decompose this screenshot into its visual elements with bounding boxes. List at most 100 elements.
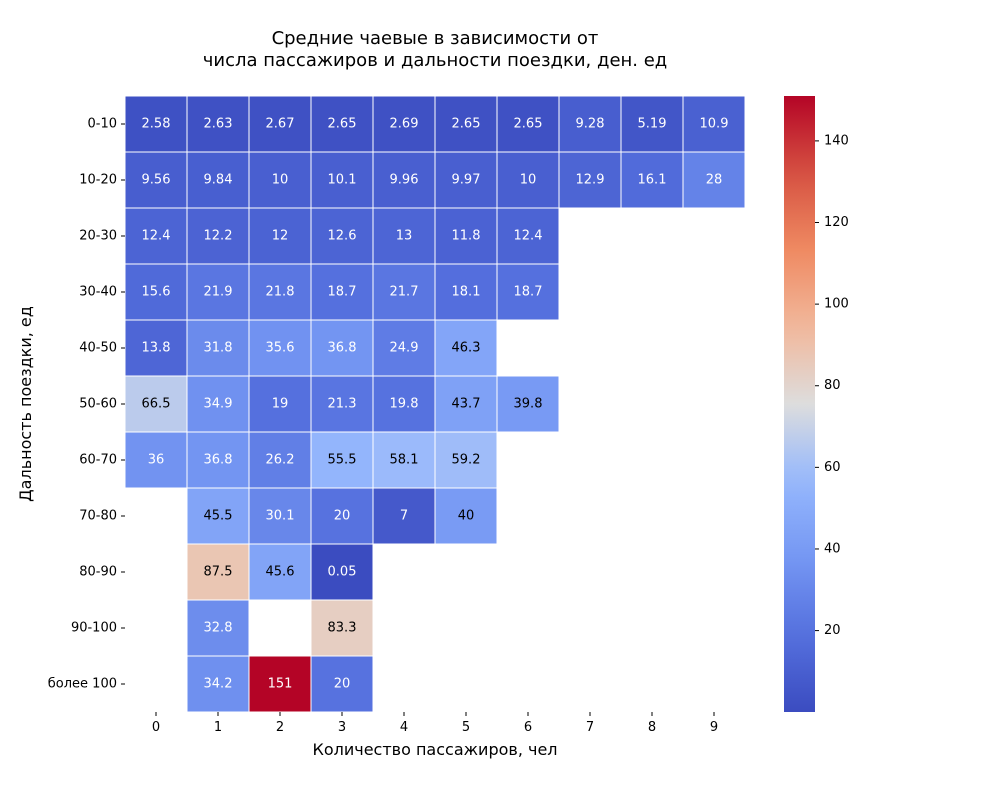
- cell-value-label: 20: [334, 677, 351, 692]
- cell-value-label: 9.96: [390, 173, 419, 188]
- x-tick-label: 7: [586, 720, 594, 735]
- heatmap-cell: [186, 375, 250, 433]
- heatmap-cell: [310, 543, 374, 601]
- colorbar-tick-label: 60: [824, 460, 841, 475]
- x-tick-label: 6: [524, 720, 532, 735]
- x-axis-ticks: 0 1 2 3 4 5 6 7 8 9: [152, 712, 718, 735]
- cell-value-label: 87.5: [204, 565, 233, 580]
- cell-value-label: 12.2: [204, 229, 233, 244]
- heatmap-cell: [496, 263, 560, 321]
- heatmap-cell: [248, 487, 312, 545]
- colorbar-tick-label: 40: [824, 541, 841, 556]
- cell-value-label: 2.67: [266, 117, 295, 132]
- heatmap-cell: [434, 319, 498, 377]
- cell-value-label: 40: [458, 509, 475, 524]
- cell-value-label: 9.84: [204, 173, 233, 188]
- cell-value-label: 36.8: [328, 341, 357, 356]
- cell-value-label: 13: [396, 229, 413, 244]
- colorbar-tick-label: 100: [824, 297, 849, 312]
- cell-value-label: 19.8: [390, 397, 419, 412]
- colorbar: [784, 96, 815, 712]
- x-tick-label: 9: [710, 720, 718, 735]
- heatmap-cell: [434, 375, 498, 433]
- heatmap-cell: [248, 319, 312, 377]
- cell-value-label: 19: [272, 397, 289, 412]
- y-tick-label: 20-30: [79, 229, 117, 244]
- chart-title-line-2: числа пассажиров и дальности поездки, де…: [203, 50, 668, 71]
- cell-value-label: 12.9: [576, 173, 605, 188]
- heatmap-cell: [434, 487, 498, 545]
- chart-title-line-1: Средние чаевые в зависимости от: [272, 28, 599, 49]
- y-axis-label: Дальность поездки, ед: [16, 306, 35, 502]
- heatmap-cell: [310, 487, 374, 545]
- cell-value-label: 28: [706, 173, 723, 188]
- x-tick-label: 1: [214, 720, 222, 735]
- heatmap-cell: [186, 655, 250, 713]
- cell-value-label: 36: [148, 453, 165, 468]
- cell-value-label: 45.6: [266, 565, 295, 580]
- y-tick-label: более 100: [48, 677, 117, 692]
- heatmap-cell: [124, 263, 188, 321]
- heatmap-cell: [372, 319, 436, 377]
- cell-value-label: 13.8: [142, 341, 171, 356]
- heatmap-cell: [186, 543, 250, 601]
- heatmap-cell: [186, 151, 250, 209]
- cell-value-label: 2.63: [204, 117, 233, 132]
- cell-value-label: 21.7: [390, 285, 419, 300]
- cell-value-label: 10.9: [700, 117, 729, 132]
- cell-value-label: 10: [520, 173, 537, 188]
- heatmap-cell: [434, 151, 498, 209]
- heatmap-cell: [186, 431, 250, 489]
- cell-value-label: 18.1: [452, 285, 481, 300]
- cell-value-label: 2.58: [142, 117, 171, 132]
- y-tick-label: 10-20: [79, 173, 117, 188]
- cell-value-label: 34.9: [204, 397, 233, 412]
- cell-value-label: 2.65: [328, 117, 357, 132]
- heatmap-cell: [248, 431, 312, 489]
- heatmap-cell: [186, 207, 250, 265]
- x-axis-label: Количество пассажиров, чел: [312, 740, 557, 759]
- cell-value-label: 20: [334, 509, 351, 524]
- cell-value-label: 15.6: [142, 285, 171, 300]
- heatmap-cell: [372, 207, 436, 265]
- cell-value-label: 0.05: [328, 565, 357, 580]
- x-tick-label: 0: [152, 720, 160, 735]
- cell-value-label: 10: [272, 173, 289, 188]
- cell-value-label: 12.4: [514, 229, 543, 244]
- cell-value-label: 16.1: [638, 173, 667, 188]
- heatmap-cell: [186, 487, 250, 545]
- cell-value-label: 21.8: [266, 285, 295, 300]
- heatmap-cell: [434, 431, 498, 489]
- x-tick-label: 3: [338, 720, 346, 735]
- cell-value-label: 9.28: [576, 117, 605, 132]
- heatmap-cell: [186, 263, 250, 321]
- cell-value-label: 45.5: [204, 509, 233, 524]
- y-tick-label: 80-90: [79, 565, 117, 580]
- heatmap-cell: [186, 319, 250, 377]
- heatmap-cell: [372, 487, 436, 545]
- y-tick-label: 90-100: [71, 621, 117, 636]
- cell-value-label: 10.1: [328, 173, 357, 188]
- cell-value-label: 12: [272, 229, 289, 244]
- heatmap-cell: [558, 151, 622, 209]
- heatmap-cell: [248, 543, 312, 601]
- cell-value-label: 66.5: [142, 397, 171, 412]
- heatmap-cell: [124, 95, 188, 153]
- heatmap-cells: 2.58 2.63 2.67 2.65 2.69 2.65 2.65 9.28 5.19 10.9…: [124, 95, 746, 713]
- colorbar-ticks: 20 40 60 80 100 120 140: [815, 133, 849, 638]
- cell-value-label: 151: [268, 677, 293, 692]
- cell-value-label: 7: [400, 509, 408, 524]
- heatmap-cell: [310, 263, 374, 321]
- colorbar-tick-label: 120: [824, 215, 849, 230]
- cell-value-label: 39.8: [514, 397, 543, 412]
- cell-value-label: 9.97: [452, 173, 481, 188]
- cell-value-label: 24.9: [390, 341, 419, 356]
- cell-value-label: 32.8: [204, 621, 233, 636]
- cell-value-label: 18.7: [514, 285, 543, 300]
- cell-value-label: 5.19: [638, 117, 667, 132]
- heatmap-cell: [496, 375, 560, 433]
- y-tick-label: 60-70: [79, 453, 117, 468]
- heatmap-cell: [310, 655, 374, 713]
- heatmap-cell: [496, 151, 560, 209]
- heatmap-cell: [310, 151, 374, 209]
